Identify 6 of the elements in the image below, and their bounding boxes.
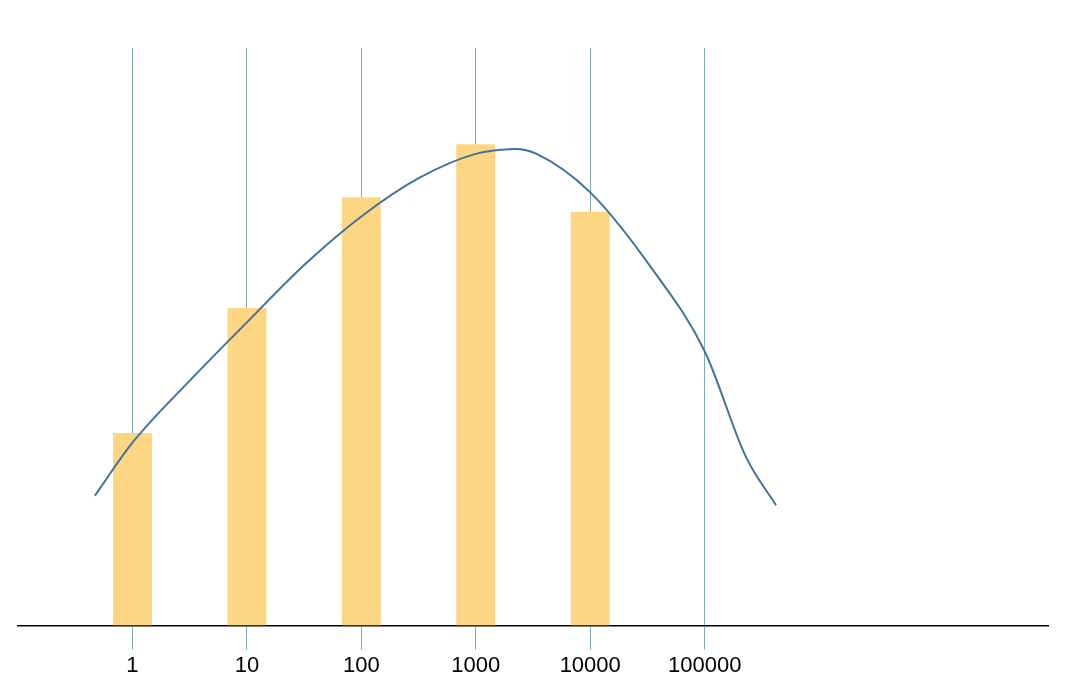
x-tick-label: 1 bbox=[126, 651, 139, 677]
x-tick-label: 10 bbox=[234, 651, 260, 677]
x-tick-label: 100000 bbox=[667, 651, 742, 677]
x-tick-label: 1000 bbox=[451, 651, 501, 677]
x-tick-label: 100 bbox=[342, 651, 380, 677]
x-tick-label: 10000 bbox=[559, 651, 621, 677]
